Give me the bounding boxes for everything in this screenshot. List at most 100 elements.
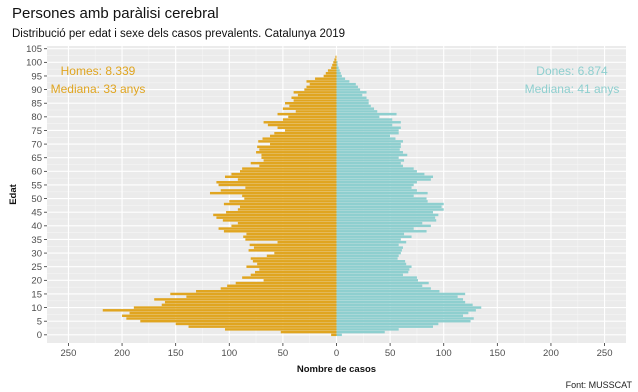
- homes-bars: [102, 55, 337, 337]
- x-tick-label: 150: [489, 348, 505, 359]
- dones-bar-age-97: [336, 69, 340, 72]
- homes-bar-age-90: [304, 88, 337, 91]
- dones-bar-age-59: [336, 172, 425, 176]
- homes-bar-age-49: [229, 200, 337, 203]
- homes-bar-age-88: [297, 93, 337, 97]
- homes-bar-age-40: [231, 224, 337, 228]
- dones-bar-age-92: [336, 82, 356, 86]
- dones-bar-age-14: [336, 295, 458, 298]
- homes-bar-age-41: [237, 221, 337, 225]
- homes-bar-age-18: [227, 284, 337, 288]
- homes-bar-age-26: [257, 262, 337, 266]
- homes-bar-age-64: [263, 159, 337, 162]
- y-tick-label: 60: [31, 167, 42, 178]
- dones-bars: [336, 61, 482, 337]
- y-tick-label: 75: [31, 126, 42, 137]
- dones-bar-age-50: [336, 197, 427, 200]
- chart-title: Persones amb paràlisi cerebral: [12, 5, 219, 22]
- y-tick-label: 45: [31, 208, 42, 219]
- dones-bar-age-6: [336, 317, 474, 320]
- dones-bar-age-85: [336, 101, 369, 105]
- dones-bar-age-17: [336, 287, 431, 290]
- homes-bar-age-45: [226, 210, 337, 214]
- y-tick-label: 40: [31, 221, 42, 232]
- x-tick-label: 150: [168, 348, 184, 359]
- x-tick-label: 200: [543, 348, 559, 359]
- y-tick-label: 70: [31, 139, 42, 150]
- dones-bar-age-60: [336, 170, 417, 173]
- homes-bar-age-79: [282, 118, 337, 121]
- y-tick-label: 85: [31, 99, 42, 110]
- dones-bar-age-94: [336, 77, 346, 80]
- y-tick-label: 55: [31, 180, 42, 191]
- dones-bar-age-32: [336, 246, 403, 249]
- y-tick-label: 50: [31, 194, 42, 205]
- x-axis-title: Nombre de casos: [297, 364, 376, 375]
- homes-bar-age-87: [291, 96, 337, 99]
- dones-bar-age-11: [336, 303, 473, 307]
- homes-bar-age-77: [267, 123, 337, 127]
- homes-bar-age-82: [295, 110, 337, 113]
- y-tick-label: 80: [31, 112, 42, 123]
- y-tick-label: 65: [31, 153, 42, 164]
- dones-bar-age-7: [336, 314, 464, 317]
- dones-bar-age-38: [336, 230, 427, 233]
- dones-bar-age-3: [336, 325, 433, 328]
- homes-bar-age-61: [242, 167, 337, 170]
- dones-bar-age-87: [336, 96, 367, 99]
- dones-bar-age-40: [336, 224, 431, 228]
- dones-bar-age-56: [336, 181, 417, 184]
- homes-bar-age-56: [216, 181, 337, 184]
- homes-bar-age-31: [248, 249, 337, 252]
- dones-bar-age-45: [336, 210, 433, 214]
- homes-bar-age-78: [263, 121, 337, 124]
- homes-bar-age-72: [262, 137, 337, 140]
- dones-total-label: Dones: 6.874: [536, 64, 608, 78]
- dones-bar-age-4: [336, 322, 439, 326]
- y-axis-ticks: 0 5 10 15 20 25 30 35 40 45 50 55 60 65 70 75 80 85 90 95 10…: [26, 44, 47, 341]
- homes-bar-age-12: [164, 300, 337, 304]
- dones-bar-age-68: [336, 148, 400, 151]
- dones-bar-age-24: [336, 268, 410, 271]
- dones-bar-age-69: [336, 145, 401, 149]
- dones-bar-age-46: [336, 208, 444, 211]
- dones-median-label: Mediana: 41 anys: [525, 82, 620, 96]
- dones-bar-age-81: [336, 112, 397, 116]
- homes-bar-age-38: [223, 230, 337, 233]
- dones-bar-age-30: [336, 251, 401, 255]
- homes-bar-age-75: [285, 129, 337, 132]
- dones-bar-age-44: [336, 213, 439, 217]
- x-tick-label: 100: [436, 348, 452, 359]
- homes-bar-age-8: [129, 311, 337, 315]
- homes-bar-age-6: [126, 317, 337, 320]
- x-tick-label: 50: [385, 348, 396, 359]
- homes-bar-age-43: [216, 216, 337, 219]
- dones-bar-age-66: [336, 153, 408, 157]
- homes-bar-age-93: [306, 80, 337, 83]
- dones-bar-age-13: [336, 298, 464, 301]
- dones-bar-age-78: [336, 121, 401, 124]
- homes-bar-age-42: [222, 219, 337, 222]
- dones-bar-age-90: [336, 88, 361, 91]
- dones-bar-age-55: [336, 183, 414, 187]
- homes-bar-age-52: [209, 191, 337, 195]
- dones-bar-age-49: [336, 200, 428, 203]
- y-tick-label: 20: [31, 276, 42, 287]
- homes-bar-age-30: [274, 251, 337, 255]
- dones-bar-age-57: [336, 178, 431, 181]
- dones-bar-age-39: [336, 227, 414, 230]
- homes-bar-age-37: [246, 232, 337, 236]
- dones-bar-age-5: [336, 319, 471, 323]
- y-tick-label: 15: [31, 289, 42, 300]
- dones-bar-age-71: [336, 140, 403, 143]
- dones-bar-age-10: [336, 306, 482, 309]
- dones-bar-age-0: [336, 333, 342, 337]
- dones-bar-age-76: [336, 126, 401, 129]
- dones-bar-age-93: [336, 80, 350, 83]
- homes-bar-age-51: [242, 194, 337, 198]
- homes-bar-age-65: [261, 156, 337, 159]
- dones-bar-age-72: [336, 137, 396, 140]
- y-tick-label: 10: [31, 303, 42, 314]
- homes-bar-age-95: [323, 74, 337, 78]
- dones-bar-age-54: [336, 186, 412, 189]
